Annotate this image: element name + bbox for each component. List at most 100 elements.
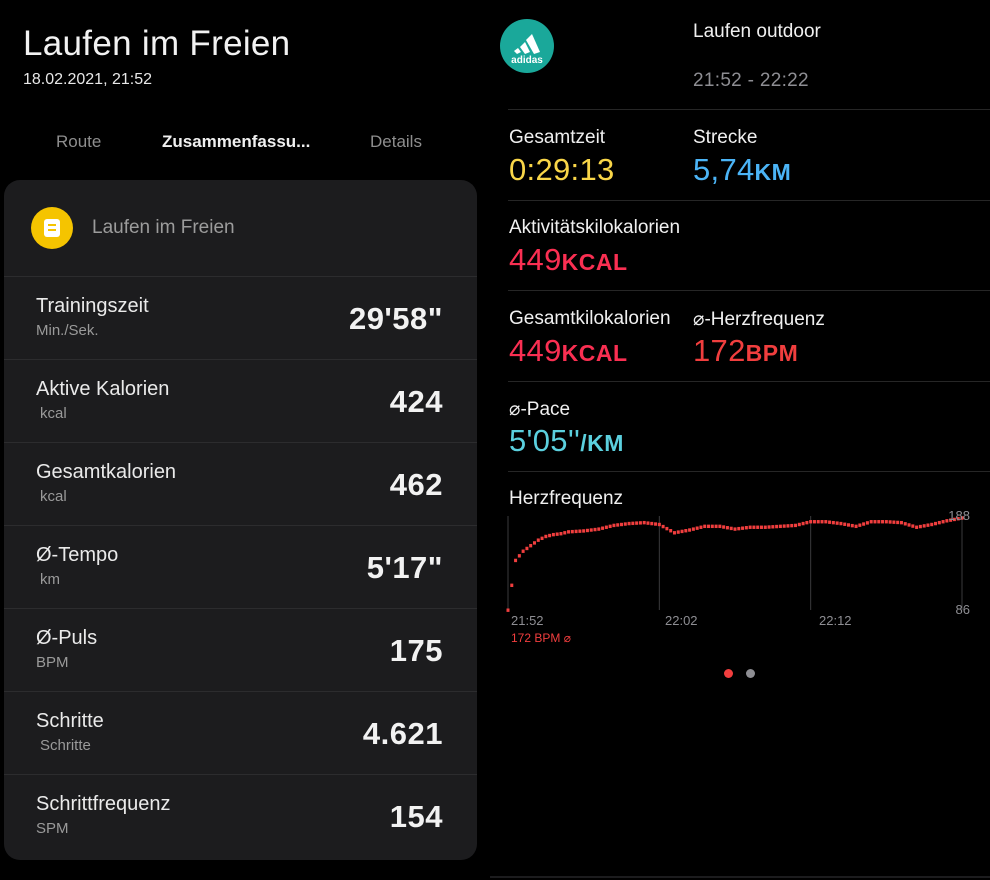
hr-point bbox=[536, 538, 540, 542]
card-title: Laufen im Freien bbox=[92, 217, 235, 238]
workout-time-range: 21:52 - 22:22 bbox=[693, 70, 809, 91]
stat-unit: kcal bbox=[40, 405, 67, 422]
workout-type-icon bbox=[31, 207, 73, 249]
stat-label: Trainingszeit bbox=[36, 295, 149, 317]
summary-card: Laufen im Freien Trainingszeit Min./Sek.… bbox=[4, 180, 477, 860]
hr-point bbox=[759, 525, 763, 529]
divider bbox=[4, 525, 477, 526]
hr-point bbox=[752, 525, 756, 529]
divider bbox=[4, 691, 477, 692]
stat-label: Ø-Tempo bbox=[36, 544, 119, 566]
tab-details[interactable]: Details bbox=[370, 132, 422, 151]
metric-label-total-kcal: Gesamtkilokalorien bbox=[509, 308, 671, 329]
page-title: Laufen im Freien bbox=[23, 24, 291, 63]
hr-point bbox=[812, 520, 816, 524]
hr-point bbox=[847, 523, 850, 527]
hr-point bbox=[763, 525, 767, 529]
hr-point bbox=[718, 524, 722, 529]
metric-unit: /KM bbox=[580, 430, 624, 456]
hr-point bbox=[563, 531, 567, 535]
left-panel: Laufen im Freien 18.02.2021, 21:52 Route… bbox=[0, 0, 490, 880]
hr-point bbox=[903, 522, 907, 526]
hr-point bbox=[601, 526, 605, 530]
page-dot-active[interactable] bbox=[724, 669, 733, 678]
right-panel: adidas Laufen outdoor 21:52 - 22:22 Gesa… bbox=[490, 0, 990, 880]
hr-point bbox=[544, 534, 548, 539]
divider bbox=[4, 608, 477, 609]
page-dot[interactable] bbox=[746, 669, 755, 678]
hr-point bbox=[665, 526, 669, 531]
page-indicator[interactable] bbox=[724, 669, 764, 681]
metric-value-active-kcal: 449KCAL bbox=[509, 242, 628, 277]
stat-label: Schritte bbox=[36, 710, 104, 732]
hr-point bbox=[896, 520, 900, 525]
hr-point bbox=[559, 532, 563, 536]
hr-point bbox=[737, 526, 741, 531]
metric-label-distance: Strecke bbox=[693, 127, 758, 148]
hr-point bbox=[707, 524, 711, 529]
divider bbox=[4, 774, 477, 775]
hr-point bbox=[820, 520, 824, 524]
hr-point bbox=[589, 528, 593, 532]
hr-point bbox=[597, 527, 601, 531]
hr-point bbox=[540, 536, 544, 541]
hr-point bbox=[608, 524, 612, 529]
stat-row-total-calories: Gesamtkalorien kcal 462 bbox=[4, 443, 477, 526]
stat-row-avg-pulse: Ø-Puls BPM 175 bbox=[4, 609, 477, 692]
hr-point bbox=[510, 583, 514, 588]
divider bbox=[4, 359, 477, 360]
hr-point bbox=[680, 529, 684, 534]
metric-label-active-kcal: Aktivitätskilokalorien bbox=[509, 217, 681, 238]
hr-point bbox=[733, 527, 737, 531]
hr-point bbox=[797, 522, 801, 527]
divider bbox=[508, 381, 990, 382]
chart-grid bbox=[507, 516, 963, 610]
hr-point bbox=[862, 522, 866, 526]
hr-point bbox=[548, 533, 552, 538]
hr-point bbox=[824, 520, 828, 524]
hr-point bbox=[555, 532, 559, 536]
hr-point bbox=[525, 546, 529, 551]
hr-point bbox=[899, 520, 903, 525]
hr-point bbox=[714, 524, 718, 529]
hr-point bbox=[960, 516, 964, 520]
hr-point bbox=[790, 523, 794, 528]
hr-point bbox=[585, 528, 589, 533]
hr-point bbox=[722, 525, 726, 529]
hr-point bbox=[688, 528, 692, 532]
hr-point bbox=[839, 521, 843, 526]
divider bbox=[508, 200, 990, 201]
metric-unit: KCAL bbox=[561, 249, 628, 275]
stat-row-steps: Schritte Schritte 4.621 bbox=[4, 692, 477, 775]
hr-point bbox=[612, 523, 616, 528]
hr-point bbox=[635, 521, 639, 525]
hr-point bbox=[952, 517, 956, 522]
stat-value: 462 bbox=[389, 467, 443, 502]
hr-point bbox=[775, 524, 779, 529]
hr-point bbox=[888, 520, 892, 524]
hr-point bbox=[778, 524, 782, 529]
metric-value-total-kcal: 449KCAL bbox=[509, 333, 628, 368]
hr-point bbox=[877, 520, 881, 524]
hr-point bbox=[593, 527, 597, 532]
metric-label-total-time: Gesamtzeit bbox=[509, 127, 606, 148]
hr-point bbox=[828, 520, 832, 524]
metric-unit: BPM bbox=[745, 340, 799, 366]
hr-point bbox=[627, 521, 631, 526]
hr-point bbox=[532, 541, 536, 545]
tab-summary[interactable]: Zusammenfassu... bbox=[162, 132, 311, 151]
hr-point bbox=[529, 543, 533, 548]
hr-point bbox=[937, 520, 941, 525]
y-tick-label-max: 188 bbox=[948, 508, 970, 523]
hr-point bbox=[858, 523, 862, 527]
tab-route[interactable]: Route bbox=[56, 132, 102, 151]
hr-point bbox=[835, 521, 839, 525]
hr-point bbox=[582, 529, 586, 533]
hr-point bbox=[654, 522, 658, 526]
hr-point bbox=[574, 529, 578, 534]
hr-point bbox=[911, 524, 915, 528]
stat-unit: SPM bbox=[36, 820, 69, 837]
hr-point bbox=[748, 525, 752, 529]
heart-rate-chart: 188 86 21:52 22:02 22:12 172 BPM ⌀ bbox=[506, 508, 970, 645]
stat-label: Gesamtkalorien bbox=[36, 461, 177, 483]
